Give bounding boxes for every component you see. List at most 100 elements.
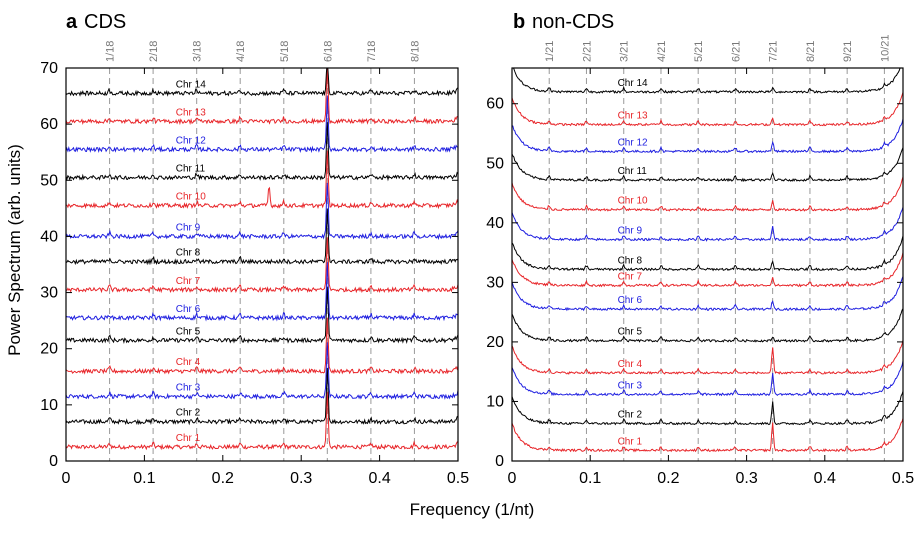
- x-tick-label: 0.3: [735, 470, 757, 487]
- series-label: Chr 8: [176, 248, 201, 259]
- series-label: Chr 13: [618, 111, 648, 122]
- y-tick-label: 20: [486, 334, 504, 351]
- series-line: [66, 95, 458, 154]
- series-label: Chr 6: [176, 304, 201, 315]
- series-line: [66, 208, 458, 266]
- panel-a-letter: a: [66, 11, 78, 33]
- series-line: [512, 308, 903, 343]
- panel-b: b non-CDS 1/21 2/21 3/21 4/21 5/21 6/21 7/21 8/…: [486, 11, 914, 487]
- series-label: Chr 3: [176, 382, 201, 393]
- series-label: Chr 4: [618, 359, 643, 370]
- series-line: [512, 68, 901, 94]
- y-tick-label: 60: [486, 96, 504, 113]
- marker-label: 1/21: [544, 41, 556, 62]
- marker-label: 8/18: [409, 41, 421, 62]
- y-tick-label: 40: [486, 215, 504, 232]
- series-line: [512, 235, 903, 272]
- series-line: [512, 147, 903, 183]
- series-label: Chr 10: [618, 196, 648, 207]
- series-label: Chr 2: [618, 409, 643, 420]
- series-label: Chr 12: [176, 135, 206, 146]
- series-label: Chr 7: [176, 276, 201, 287]
- y-axis-label: Power Spectrum (arb. units): [5, 144, 24, 356]
- marker-label: 7/21: [768, 41, 780, 62]
- plot-frame: [65, 67, 459, 462]
- series-line: [512, 92, 903, 127]
- series-line: [512, 360, 903, 397]
- x-tick-label: 0.2: [657, 470, 679, 487]
- panel-a: a CDS 1/18 2/18 3/18 4/18 5/18 6/18 7/18 8/18 Ch…: [40, 11, 469, 487]
- x-tick-label: 0.5: [892, 470, 914, 487]
- marker-label: 3/21: [619, 41, 631, 62]
- y-tick-label: 40: [40, 228, 58, 245]
- series-label: Chr 5: [618, 327, 643, 338]
- series-line: [66, 150, 458, 210]
- x-tick-label: 0.4: [368, 470, 390, 487]
- y-tick-label: 10: [40, 397, 58, 414]
- series-label: Chr 12: [618, 137, 648, 148]
- series-line: [512, 339, 903, 375]
- x-tick-label: 0.2: [212, 470, 234, 487]
- series-label: Chr 9: [176, 222, 201, 233]
- marker-label: 7/18: [366, 41, 378, 62]
- panel-b-letter: b: [513, 11, 525, 33]
- marker-label: 4/21: [656, 41, 668, 62]
- y-tick-label: 60: [40, 116, 58, 133]
- y-tick-label: 20: [40, 341, 58, 358]
- series-label: Chr 1: [618, 436, 643, 447]
- marker-label: 8/21: [805, 41, 817, 62]
- y-tick-label: 50: [486, 155, 504, 172]
- marker-label: 6/18: [322, 41, 334, 62]
- panel-b-title: non-CDS: [532, 11, 614, 33]
- series-line: [512, 391, 903, 426]
- y-tick-label: 30: [40, 285, 58, 302]
- series-line: [66, 182, 458, 241]
- series-label: Chr 13: [176, 107, 206, 118]
- series-line: [66, 237, 458, 294]
- x-tick-label: 0.1: [579, 470, 601, 487]
- marker-label: 2/21: [581, 41, 593, 62]
- panel-a-title: CDS: [84, 11, 126, 33]
- series-label: Chr 10: [176, 192, 206, 203]
- series-label: Chr 6: [618, 295, 643, 306]
- series-line: [66, 342, 458, 401]
- marker-label: 1/18: [105, 41, 117, 62]
- series-line: [512, 276, 903, 312]
- y-tick-label: 30: [486, 274, 504, 291]
- series-line: [66, 367, 458, 426]
- series-line: [66, 68, 458, 126]
- x-axis-label: Frequency (1/nt): [410, 500, 535, 519]
- x-tick-label: 0.3: [290, 470, 312, 487]
- series-label: Chr 11: [618, 166, 648, 177]
- x-tick-label: 0.5: [447, 470, 469, 487]
- y-tick-label: 70: [40, 60, 58, 77]
- series-line: [512, 252, 903, 288]
- series-line: [512, 418, 903, 453]
- marker-label: 3/18: [192, 41, 204, 62]
- x-tick-label: 0: [62, 470, 71, 487]
- marker-label: 10/21: [879, 34, 891, 62]
- series-label: Chr 8: [618, 255, 643, 266]
- series-line: [66, 262, 458, 322]
- series-line: [512, 206, 903, 242]
- series-label: Chr 4: [176, 357, 201, 368]
- plot-frame: [511, 67, 904, 462]
- series-line: [66, 286, 458, 345]
- x-tick-label: 0.1: [133, 470, 155, 487]
- series-label: Chr 14: [618, 78, 648, 89]
- y-tick-label: 10: [486, 393, 504, 410]
- series-label: Chr 1: [176, 433, 201, 444]
- series-label: Chr 11: [176, 163, 206, 174]
- series-label: Chr 14: [176, 79, 206, 90]
- y-tick-label: 0: [49, 453, 58, 470]
- marker-label: 6/21: [730, 41, 742, 62]
- series-label: Chr 7: [618, 271, 643, 282]
- series-label: Chr 2: [176, 408, 201, 419]
- marker-label: 4/18: [235, 41, 247, 62]
- marker-label: 5/21: [693, 41, 705, 62]
- panel-b-plot: 1/21 2/21 3/21 4/21 5/21 6/21 7/21 8/21 9/21 10/2…: [486, 34, 914, 487]
- series-label: Chr 9: [618, 225, 643, 236]
- series-line: [66, 68, 458, 97]
- x-tick-label: 0: [508, 470, 517, 487]
